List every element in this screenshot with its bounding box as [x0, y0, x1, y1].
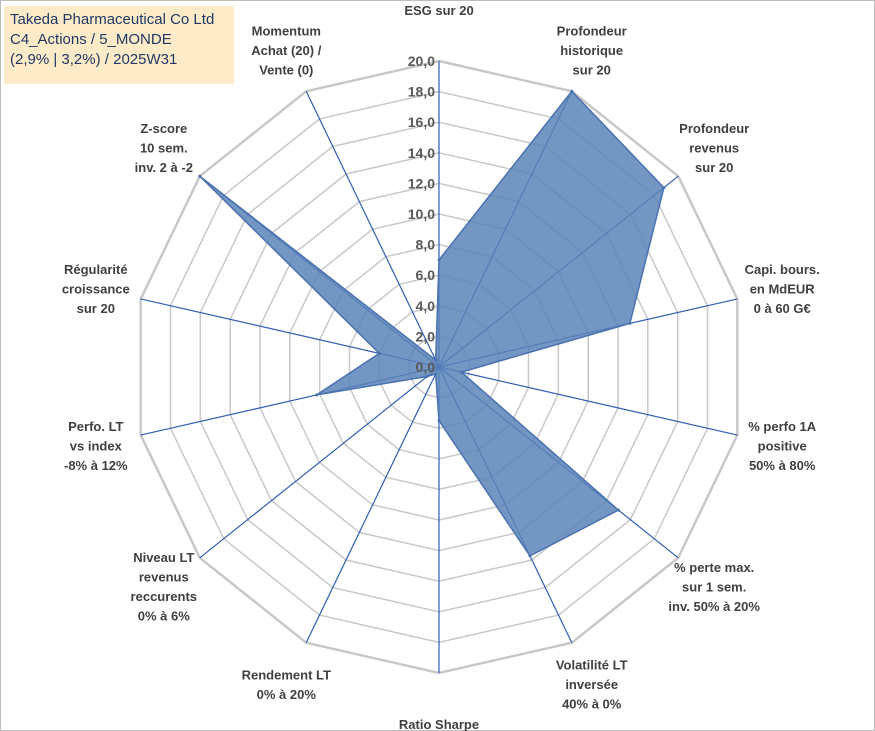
series-point — [198, 174, 202, 178]
axis-label: Momentum Achat (20) / Vente (0) — [251, 23, 321, 77]
series-point — [425, 375, 429, 378]
axis-label: Perfo. LT vs index -8% à 12% — [64, 419, 128, 473]
tick-label: 16,0 — [408, 114, 435, 130]
tick-label: 0,0 — [416, 359, 436, 375]
radar-series — [198, 89, 666, 558]
radial-tick-labels: 0,0 2,0 4,0 6,0 8,0 10,0 12,0 14,0 16,0 18,0 20,0 — [408, 53, 435, 375]
series-point — [628, 321, 632, 325]
chart-title-box: Takeda Pharmaceutical Co Ltd C4_Actions … — [4, 6, 234, 84]
axis-label: Niveau LT revenus reccurents 0% à 6% — [131, 550, 197, 624]
axis-spoke — [199, 366, 440, 559]
axis-spoke — [305, 91, 440, 368]
axis-label: Capi. bours. en MdEUR 0 à 60 G€ — [745, 262, 820, 316]
axis-label: % perfo 1A positive 50% à 80% — [748, 419, 817, 473]
axis-spoke — [305, 366, 440, 643]
axis-label: % perte max. sur 1 sem. inv. 50% à 20% — [668, 560, 760, 614]
tick-label: 14,0 — [408, 145, 435, 161]
axis-label: Ratio Sharpe0 à 1 — [399, 717, 479, 731]
axis-label: NoteESG sur 20 — [404, 0, 473, 18]
series-point — [459, 370, 463, 374]
series-point — [616, 508, 620, 512]
series-point — [528, 554, 532, 558]
axis-label: Profondeur revenus sur 20 — [679, 121, 749, 175]
series-point — [434, 372, 438, 376]
category-line: C4_Actions / 5_MONDE — [10, 31, 172, 48]
axis-label: Rendement LT 0% à 20% — [242, 667, 331, 702]
tick-label: 20,0 — [408, 53, 435, 69]
axis-label: Régularité croissance sur 20 — [62, 262, 130, 316]
series-point — [437, 258, 441, 262]
tick-label: 8,0 — [416, 237, 436, 253]
tick-label: 4,0 — [416, 298, 436, 314]
series-point — [662, 186, 666, 190]
axis-label: Profondeur historique sur 20 — [557, 23, 627, 77]
series-point — [570, 89, 574, 93]
series-area — [199, 90, 665, 557]
tick-label: 18,0 — [408, 84, 435, 100]
period-line: (2,9% | 3,2%) / 2025W31 — [10, 51, 178, 68]
series-point — [377, 351, 381, 355]
tick-label: 12,0 — [408, 175, 435, 191]
series-point — [315, 393, 319, 397]
series-point — [437, 419, 441, 423]
axis-label: Volatilité LT inversée 40% à 0% — [556, 658, 628, 712]
company-name: Takeda Pharmaceutical Co Ltd — [10, 11, 215, 28]
tick-label: 10,0 — [408, 206, 435, 222]
axis-spoke — [438, 366, 738, 436]
tick-label: 6,0 — [416, 267, 436, 283]
tick-label: 2,0 — [416, 328, 436, 344]
axis-label: Z-score 10 sem. inv. 2 à -2 — [135, 121, 193, 175]
series-point — [434, 358, 438, 362]
